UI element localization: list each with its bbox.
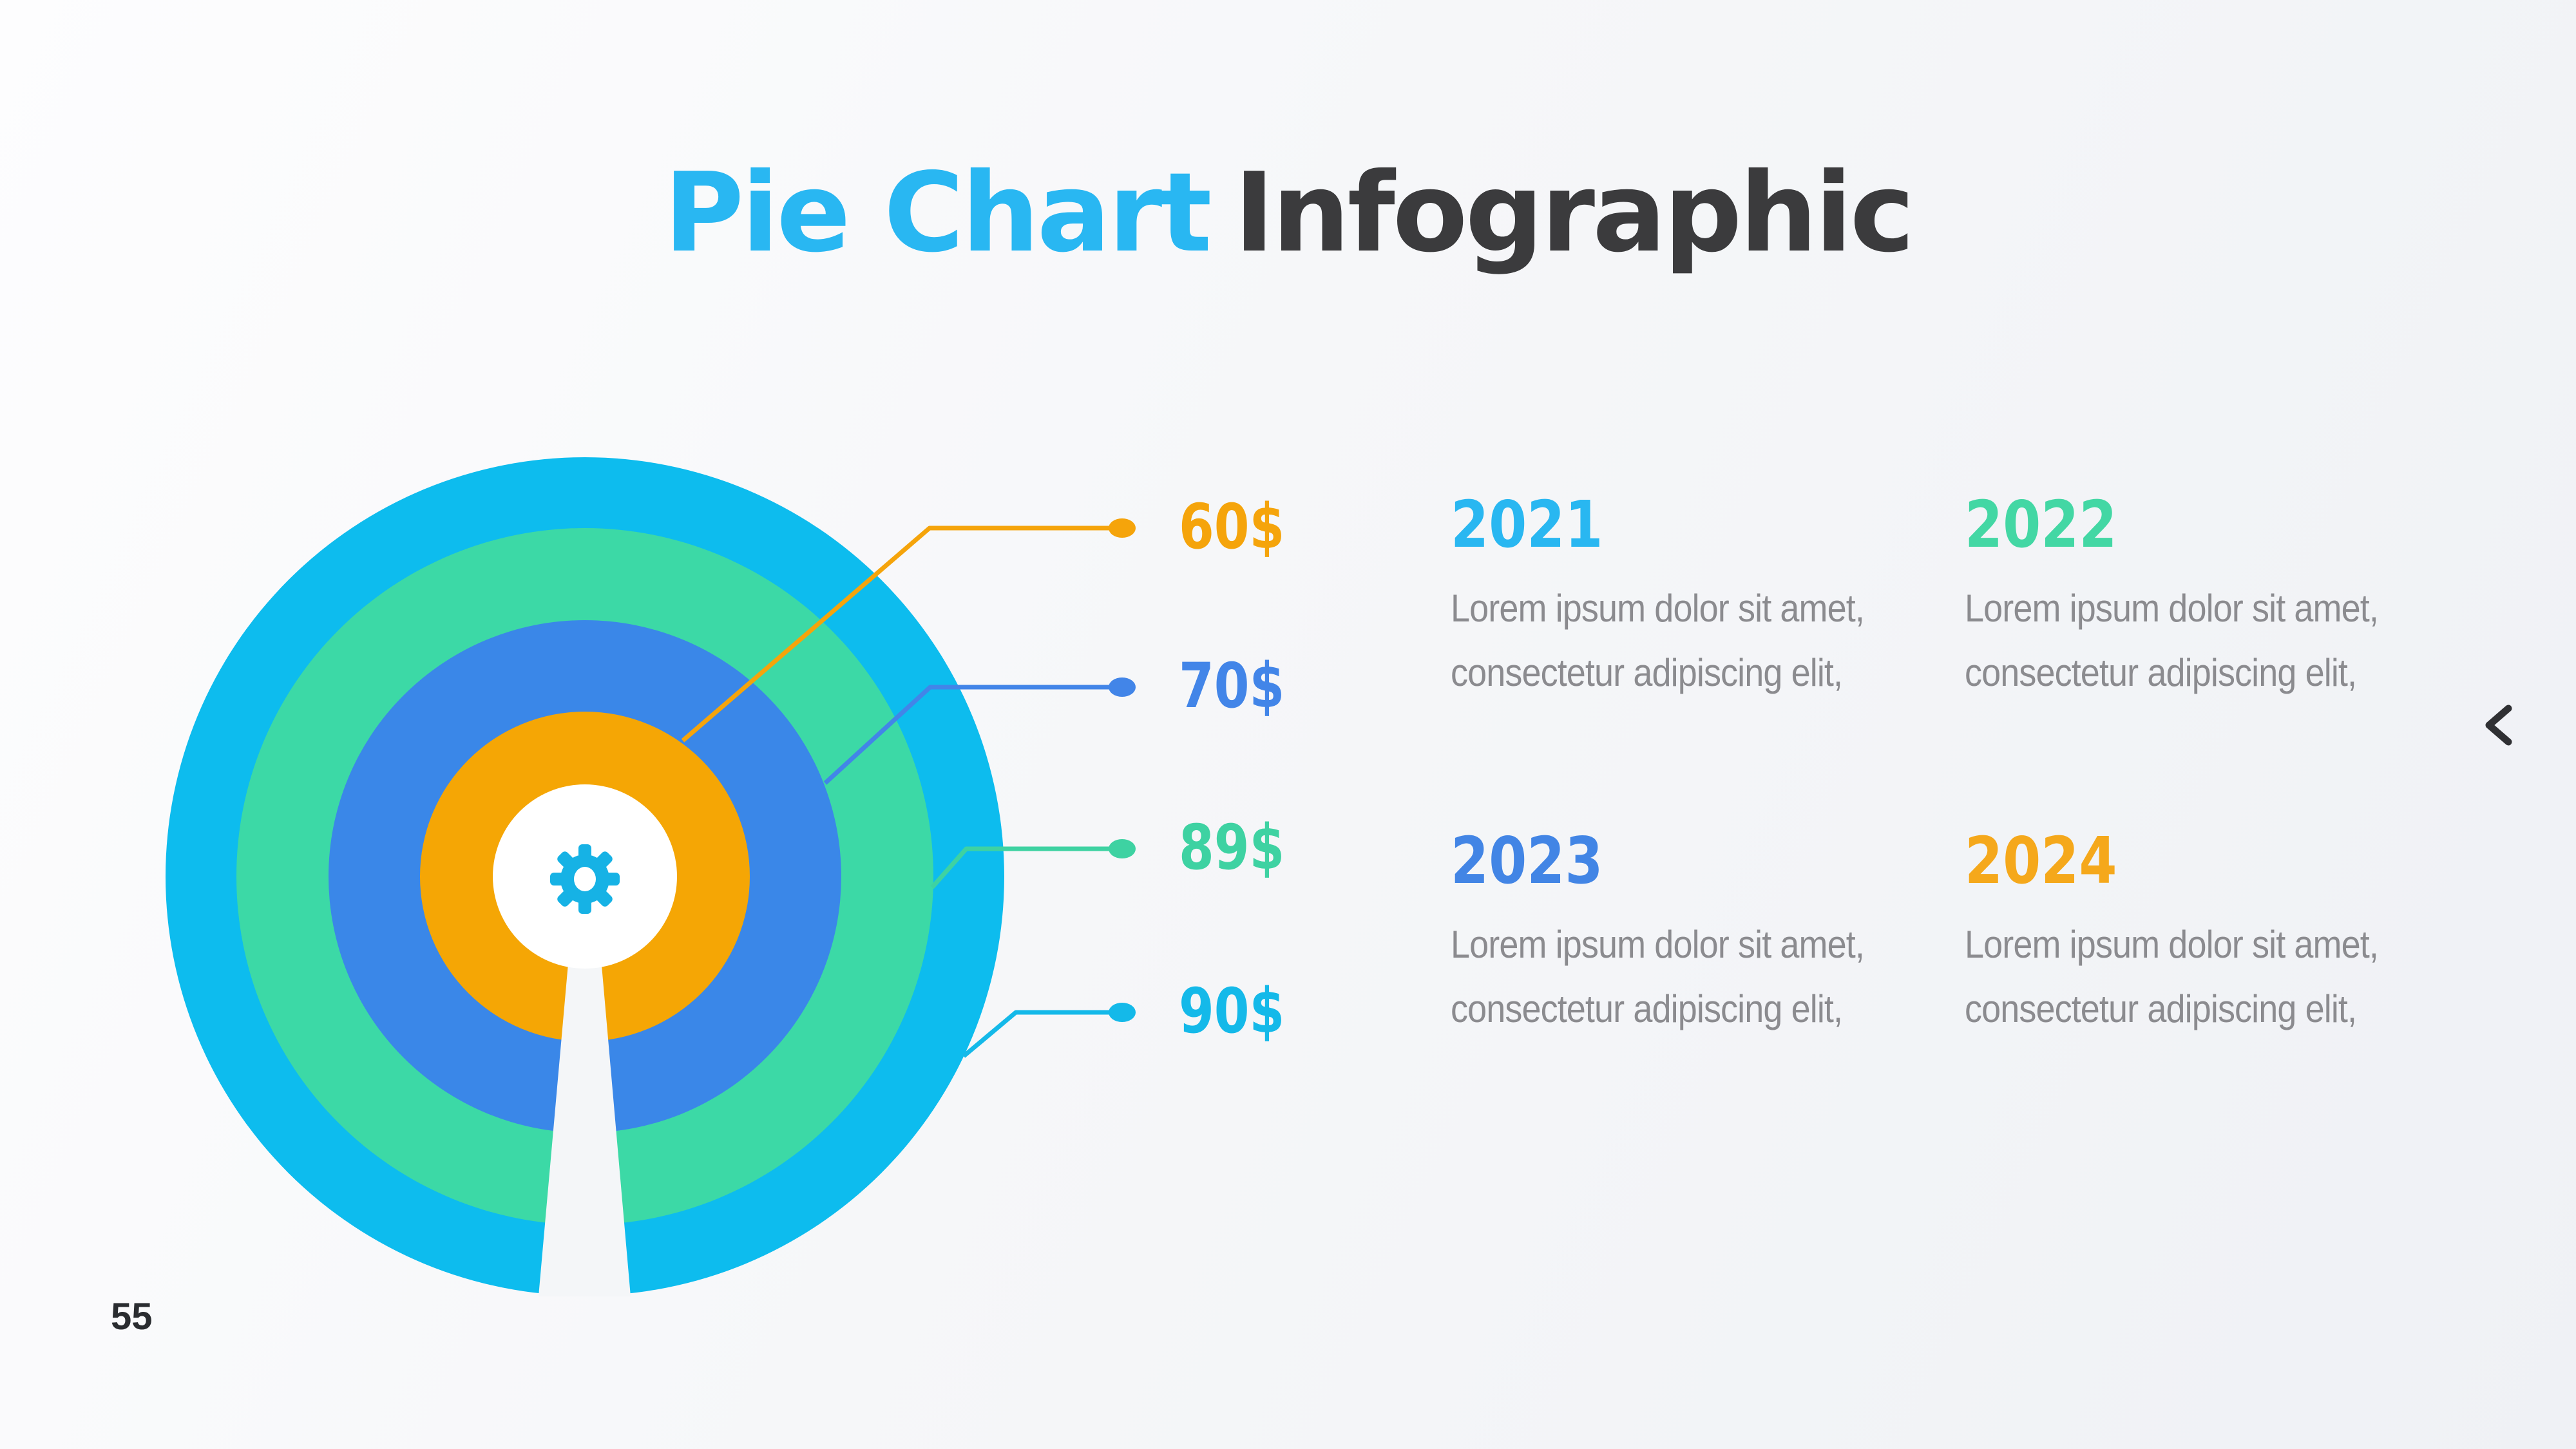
year-description-line: Lorem ipsum dolor sit amet, [1451,587,1865,630]
year-heading: 2022 [1965,487,2117,562]
callout-label-60: 60$ [1179,491,1285,563]
year-description-line: consectetur adipiscing elit, [1451,651,1843,694]
year-heading: 2024 [1965,823,2117,898]
year-description-line: Lorem ipsum dolor sit amet, [1451,923,1865,966]
year-block-2023: 2023 Lorem ipsum dolor sit amet, consect… [1451,823,1940,1028]
callout-label-89: 89$ [1179,811,1285,884]
connector-dot-70 [1109,677,1136,697]
connector-line-90 [962,1010,1111,1058]
connector-dot-90 [1109,1003,1136,1022]
callout-label-70: 70$ [1179,650,1285,722]
year-description-line: consectetur adipiscing elit, [1965,651,2357,694]
callout-label-90: 90$ [1179,975,1285,1047]
year-block-2022: 2022 Lorem ipsum dolor sit amet, consect… [1965,487,2454,692]
year-description-line: Lorem ipsum dolor sit amet, [1965,923,2379,966]
gear-icon [550,844,620,914]
page-title-dark: Infographic [1234,149,1914,277]
connector-dot-60 [1109,518,1136,538]
connector-dot-89 [1109,839,1136,858]
page-title-accent: Pie Chart [663,149,1212,277]
year-description-line: Lorem ipsum dolor sit amet, [1965,587,2379,630]
year-block-2021: 2021 Lorem ipsum dolor sit amet, consect… [1451,487,1940,692]
year-description-line: consectetur adipiscing elit, [1965,987,2357,1030]
year-block-2024: 2024 Lorem ipsum dolor sit amet, consect… [1965,823,2454,1028]
page-number: 55 [111,1296,153,1338]
year-heading: 2023 [1451,823,1603,898]
year-heading: 2021 [1451,487,1603,562]
chevron-left-icon[interactable] [2477,702,2519,748]
year-description-line: consectetur adipiscing elit, [1451,987,1843,1030]
page-title: Pie Chart Infographic [0,149,2576,277]
